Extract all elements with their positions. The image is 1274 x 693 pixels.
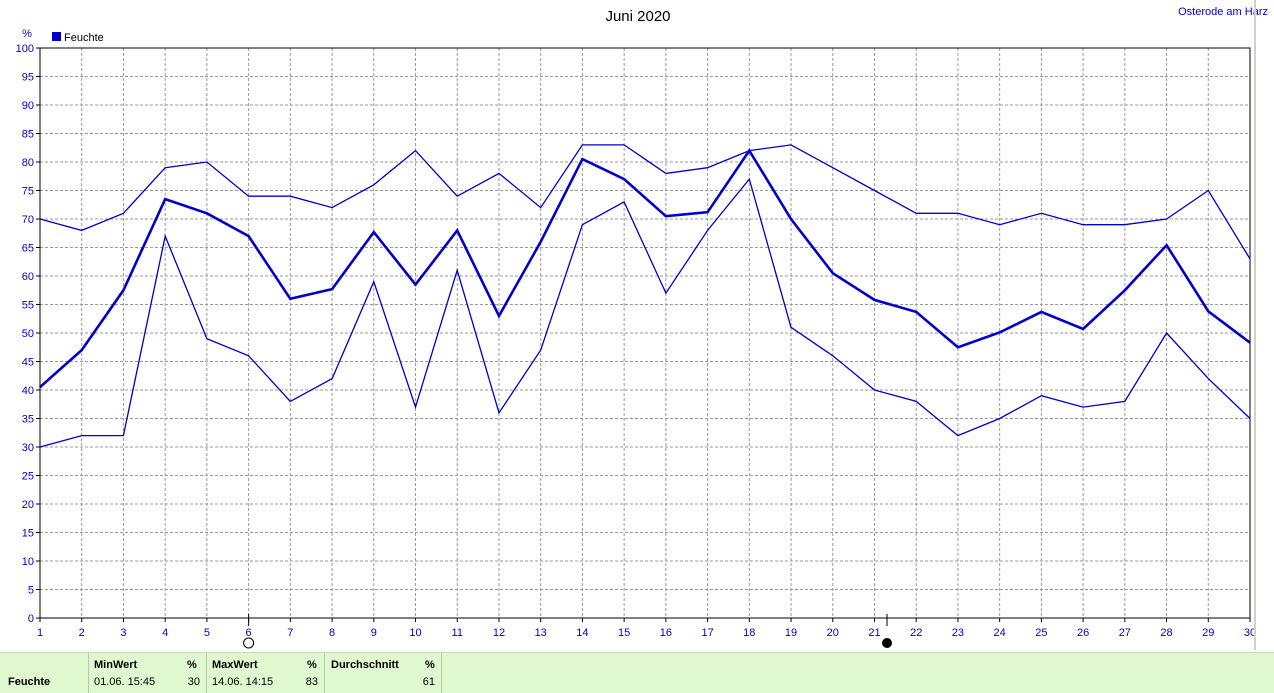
summary-min-cell: MinWert % 01.06. 15:45 30 (88, 653, 206, 693)
x-tick-label: 1 (37, 627, 43, 639)
x-tick-label: 19 (785, 627, 797, 639)
summary-min-unit: % (187, 659, 197, 671)
x-tick-label: 20 (827, 627, 839, 639)
y-tick-label: 10 (22, 556, 34, 568)
y-axis-ticks: 0 5 10 15 20 25 30 35 40 45 50 55 60 65 70 75 80 85 90 95 10… (16, 43, 40, 625)
y-tick-label: 75 (22, 186, 34, 198)
x-tick-label: 18 (743, 627, 755, 639)
y-tick-label: 45 (22, 357, 34, 369)
chart-background (0, 0, 1256, 652)
y-tick-label: 0 (28, 613, 34, 625)
x-tick-label: 23 (952, 627, 964, 639)
x-tick-label: 6 (246, 627, 252, 639)
summary-min-value: 30 (187, 676, 200, 688)
y-tick-label: 60 (22, 271, 34, 283)
x-tick-label: 29 (1202, 627, 1214, 639)
x-tick-label: 22 (910, 627, 922, 639)
x-tick-label: 16 (660, 627, 672, 639)
summary-avg-cell: Durchschnitt % 61 (324, 653, 441, 693)
humidity-chart: Juni 2020 % Feuchte 05101520253035404550… (0, 0, 1256, 652)
x-tick-label: 28 (1160, 627, 1172, 639)
x-tick-label: 12 (493, 627, 505, 639)
summary-min-label: MinWert (94, 659, 138, 671)
y-tick-label: 85 (22, 129, 34, 141)
new-moon-icon (882, 638, 892, 648)
y-tick-label: 90 (22, 100, 34, 112)
station-name: Osterode am Harz (1178, 6, 1268, 18)
x-tick-label: 2 (79, 627, 85, 639)
summary-max-unit: % (307, 659, 317, 671)
y-tick-label: 55 (22, 300, 34, 312)
x-tick-label: 7 (287, 627, 293, 639)
moon-markers (243, 614, 892, 649)
y-tick-label: 100 (16, 43, 34, 55)
y-tick-label: 25 (22, 471, 34, 483)
full-moon-icon (243, 637, 255, 649)
summary-max-cell: MaxWert % 14.06. 14:15 83 (206, 653, 324, 693)
y-tick-label: 35 (22, 414, 34, 426)
y-tick-label: 30 (22, 442, 34, 454)
legend-label: Feuchte (64, 32, 104, 44)
scrollbar-edge (1254, 0, 1256, 650)
x-tick-label: 14 (576, 627, 588, 639)
x-tick-label: 13 (535, 627, 547, 639)
y-tick-label: 80 (22, 157, 34, 169)
x-tick-label: 3 (120, 627, 126, 639)
x-tick-label: 17 (701, 627, 713, 639)
summary-max-time: 14.06. 14:15 (212, 676, 274, 688)
summary-min-time: 01.06. 15:45 (94, 676, 156, 688)
y-tick-label: 15 (22, 528, 34, 540)
y-tick-label: 50 (22, 328, 34, 340)
y-tick-label: 5 (28, 585, 34, 597)
data-lines (39, 144, 1251, 448)
y-tick-label: 70 (22, 214, 34, 226)
series-line-max (39, 144, 1251, 260)
grid-lines (40, 48, 1250, 618)
x-tick-label: 8 (329, 627, 335, 639)
summary-avg-unit: % (425, 659, 435, 671)
series-line-mean (39, 148, 1251, 389)
y-unit-label: % (22, 28, 32, 40)
x-axis-ticks: 1 2 3 4 5 6 7 8 9 10 11 12 13 14 15 16 17 18 19 20 21 22 23 24 2… (37, 618, 1256, 639)
y-tick-label: 95 (22, 72, 34, 84)
summary-avg-value: 61 (422, 676, 435, 688)
x-tick-label: 11 (452, 627, 463, 639)
plot-frame (39, 47, 1251, 619)
x-tick-label: 15 (618, 627, 630, 639)
series-line-min (39, 177, 1251, 448)
summary-max-value: 83 (305, 676, 318, 688)
x-tick-label: 25 (1035, 627, 1047, 639)
x-tick-label: 26 (1077, 627, 1089, 639)
x-tick-label: 10 (409, 627, 421, 639)
x-tick-label: 4 (162, 627, 168, 639)
summary-bar: Feuchte MinWert % 01.06. 15:45 30 MaxWer… (0, 652, 1274, 693)
x-tick-label: 21 (868, 627, 880, 639)
legend-swatch (52, 32, 61, 41)
chart-title: Juni 2020 (605, 8, 670, 25)
summary-avg-label: Durchschnitt (331, 659, 399, 671)
x-tick-label: 30 (1244, 627, 1256, 639)
y-tick-label: 40 (22, 385, 34, 397)
x-tick-label: 5 (204, 627, 210, 639)
summary-row-label: Feuchte (8, 676, 51, 688)
x-tick-label: 24 (994, 627, 1006, 639)
x-tick-label: 9 (371, 627, 377, 639)
y-tick-label: 20 (22, 499, 34, 511)
summary-divider (441, 653, 442, 693)
x-tick-label: 27 (1119, 627, 1131, 639)
y-tick-label: 65 (22, 243, 34, 255)
summary-max-label: MaxWert (212, 659, 258, 671)
